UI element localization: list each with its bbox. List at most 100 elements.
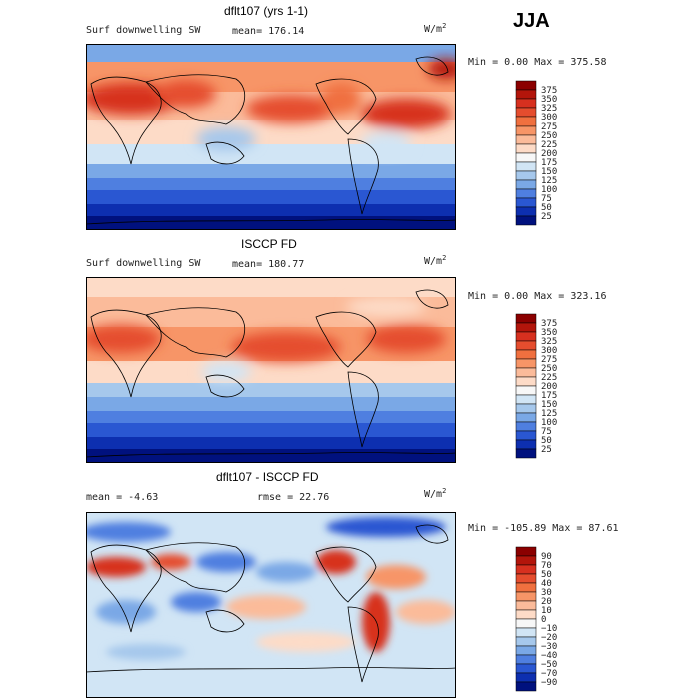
colorbar-swatch bbox=[515, 197, 537, 208]
colorbar-tick-label: 0 bbox=[541, 615, 546, 625]
colorbar-tick-label: 125 bbox=[541, 409, 557, 419]
panel-1-mean-label: mean= 176.14 bbox=[232, 26, 305, 37]
colorbar-swatch bbox=[515, 385, 537, 396]
colorbar-swatch bbox=[515, 143, 537, 154]
panel-1-map bbox=[86, 44, 456, 230]
colorbar-swatch bbox=[515, 367, 537, 378]
panel-1-variable-label: Surf downwelling SW bbox=[86, 25, 201, 36]
colorbar-swatch bbox=[515, 331, 537, 342]
colorbar-tick-label: 40 bbox=[541, 579, 552, 589]
colorbar-tick-label: 350 bbox=[541, 95, 557, 105]
panel-2-minmax: Min = 0.00 Max = 323.16 bbox=[468, 291, 607, 302]
colorbar-swatch bbox=[515, 89, 537, 100]
colorbar-tick-label: 25 bbox=[541, 445, 552, 455]
colorbar-tick-label: 90 bbox=[541, 552, 552, 562]
colorbar-tick-label: 200 bbox=[541, 149, 557, 159]
colorbar-tick-label: 325 bbox=[541, 104, 557, 114]
panel-3-title: dflt107 - ISCCP FD bbox=[216, 470, 319, 484]
colorbar-tick-label: 275 bbox=[541, 355, 557, 365]
colorbar-swatch bbox=[515, 627, 537, 638]
panel-1-colorbar-labels: 3753503253002752502252001751501251007550… bbox=[541, 86, 557, 222]
colorbar-tick-label: 100 bbox=[541, 185, 557, 195]
panel-1-units: W/m2 bbox=[424, 22, 447, 36]
panel-1-colorbar: 3753503253002752502252001751501251007550… bbox=[515, 80, 557, 226]
colorbar-swatch bbox=[515, 555, 537, 566]
colorbar-tick-label: 225 bbox=[541, 140, 557, 150]
colorbar-swatch bbox=[515, 161, 537, 172]
colorbar-tick-label: 375 bbox=[541, 86, 557, 96]
colorbar-swatch bbox=[515, 358, 537, 369]
panel-3-minmax: Min = -105.89 Max = 87.61 bbox=[468, 523, 619, 534]
colorbar-swatch bbox=[515, 98, 537, 109]
colorbar-tick-label: 175 bbox=[541, 158, 557, 168]
colorbar-tick-label: −70 bbox=[541, 669, 557, 679]
panel-1-colorbar-swatches bbox=[515, 80, 537, 226]
colorbar-tick-label: 225 bbox=[541, 373, 557, 383]
colorbar-tick-label: 100 bbox=[541, 418, 557, 428]
colorbar-swatch bbox=[515, 170, 537, 181]
colorbar-swatch bbox=[515, 591, 537, 602]
colorbar-swatch bbox=[515, 313, 537, 324]
panel-3-units: W/m2 bbox=[424, 487, 447, 501]
colorbar-swatch bbox=[515, 672, 537, 683]
colorbar-swatch bbox=[515, 645, 537, 656]
panel-2-colorbar-swatches bbox=[515, 313, 537, 459]
colorbar-tick-label: 75 bbox=[541, 427, 552, 437]
colorbar-swatch bbox=[515, 421, 537, 432]
colorbar-tick-label: 150 bbox=[541, 167, 557, 177]
panel-3-map bbox=[86, 512, 456, 698]
colorbar-tick-label: 10 bbox=[541, 606, 552, 616]
colorbar-tick-label: 300 bbox=[541, 346, 557, 356]
colorbar-tick-label: −20 bbox=[541, 633, 557, 643]
colorbar-swatch bbox=[515, 582, 537, 593]
colorbar-tick-label: 75 bbox=[541, 194, 552, 204]
colorbar-tick-label: 30 bbox=[541, 588, 552, 598]
colorbar-swatch bbox=[515, 349, 537, 360]
colorbar-swatch bbox=[515, 116, 537, 127]
panel-1-title: dflt107 (yrs 1-1) bbox=[224, 4, 309, 18]
colorbar-swatch bbox=[515, 618, 537, 629]
colorbar-tick-label: 20 bbox=[541, 597, 552, 607]
colorbar-swatch bbox=[515, 573, 537, 584]
colorbar-tick-label: 50 bbox=[541, 570, 552, 580]
colorbar-tick-label: 50 bbox=[541, 436, 552, 446]
colorbar-tick-label: −10 bbox=[541, 624, 557, 634]
colorbar-swatch bbox=[515, 654, 537, 665]
colorbar-swatch bbox=[515, 134, 537, 145]
colorbar-tick-label: 375 bbox=[541, 319, 557, 329]
colorbar-swatch bbox=[515, 403, 537, 414]
colorbar-swatch bbox=[515, 394, 537, 405]
colorbar-tick-label: 125 bbox=[541, 176, 557, 186]
colorbar-swatch bbox=[515, 215, 537, 226]
colorbar-tick-label: −40 bbox=[541, 651, 557, 661]
colorbar-tick-label: 150 bbox=[541, 400, 557, 410]
colorbar-swatch bbox=[515, 609, 537, 620]
panel-2-colorbar-labels: 3753503253002752502252001751501251007550… bbox=[541, 319, 557, 455]
colorbar-swatch bbox=[515, 448, 537, 459]
panel-2-map bbox=[86, 277, 456, 463]
colorbar-swatch bbox=[515, 80, 537, 91]
panel-2-variable-label: Surf downwelling SW bbox=[86, 258, 201, 269]
colorbar-swatch bbox=[515, 663, 537, 674]
colorbar-tick-label: 175 bbox=[541, 391, 557, 401]
colorbar-tick-label: 250 bbox=[541, 131, 557, 141]
panel-2-units: W/m2 bbox=[424, 254, 447, 268]
colorbar-tick-label: 300 bbox=[541, 113, 557, 123]
colorbar-swatch bbox=[515, 546, 537, 557]
panel-1-minmax: Min = 0.00 Max = 375.58 bbox=[468, 57, 607, 68]
colorbar-swatch bbox=[515, 430, 537, 441]
colorbar-tick-label: 200 bbox=[541, 382, 557, 392]
colorbar-tick-label: 250 bbox=[541, 364, 557, 374]
colorbar-tick-label: 70 bbox=[541, 561, 552, 571]
colorbar-tick-label: −30 bbox=[541, 642, 557, 652]
colorbar-tick-label: 350 bbox=[541, 328, 557, 338]
colorbar-tick-label: 325 bbox=[541, 337, 557, 347]
colorbar-swatch bbox=[515, 636, 537, 647]
colorbar-swatch bbox=[515, 125, 537, 136]
panel-3-mean-label: mean = -4.63 bbox=[86, 492, 159, 503]
season-label: JJA bbox=[513, 10, 550, 32]
panel-2-mean-label: mean= 180.77 bbox=[232, 259, 305, 270]
colorbar-tick-label: 25 bbox=[541, 212, 552, 222]
colorbar-swatch bbox=[515, 439, 537, 450]
